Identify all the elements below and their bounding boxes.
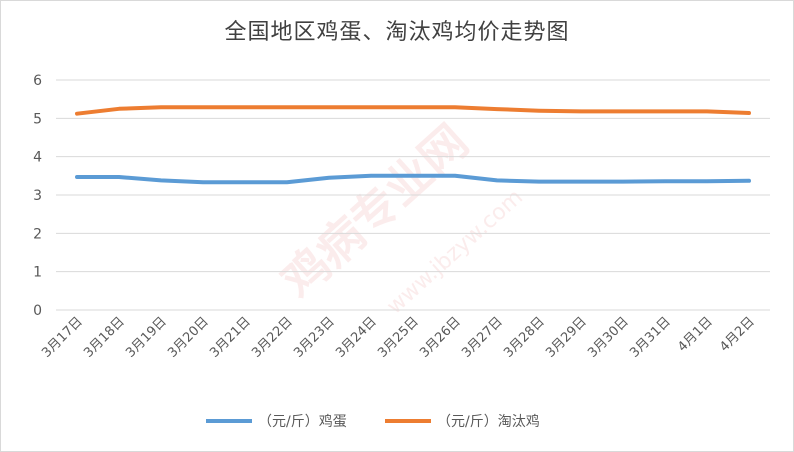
legend-label-2: （元/斤）淘汰鸡 — [437, 413, 540, 430]
data-point — [75, 112, 79, 116]
x-tick-label: 3月19日 — [123, 314, 170, 361]
x-tick-label: 3月27日 — [459, 314, 506, 361]
data-point — [579, 109, 583, 113]
data-point — [159, 105, 163, 109]
data-point — [579, 180, 583, 184]
x-tick-label: 3月22日 — [249, 314, 296, 361]
data-point — [159, 178, 163, 182]
data-point — [327, 176, 331, 180]
x-tick-label: 3月23日 — [291, 314, 338, 361]
data-point — [411, 105, 415, 109]
x-tick-label: 3月18日 — [81, 314, 128, 361]
x-tick-label: 3月25日 — [375, 314, 422, 361]
x-tick-label: 4月1日 — [675, 314, 716, 355]
data-point — [201, 105, 205, 109]
x-tick-label: 3月20日 — [165, 314, 212, 361]
series-lines — [75, 105, 751, 185]
data-point — [369, 174, 373, 178]
data-point — [705, 109, 709, 113]
data-point — [285, 105, 289, 109]
x-tick-label: 3月17日 — [39, 314, 86, 361]
data-point — [327, 105, 331, 109]
data-point — [243, 180, 247, 184]
x-axis: 3月17日3月18日3月19日3月20日3月21日3月22日3月23日3月24日… — [39, 314, 758, 361]
data-point — [243, 105, 247, 109]
data-point — [75, 175, 79, 179]
y-tick-label: 6 — [33, 73, 42, 89]
data-point — [621, 109, 625, 113]
watermark-text: 鸡病专业网 — [271, 114, 478, 308]
data-point — [663, 109, 667, 113]
data-point — [537, 109, 541, 113]
data-point — [621, 180, 625, 184]
y-tick-label: 1 — [33, 265, 42, 281]
gridlines — [56, 79, 770, 311]
data-point — [411, 174, 415, 178]
x-tick-label: 3月24日 — [333, 314, 380, 361]
x-tick-label: 3月21日 — [207, 314, 254, 361]
x-tick-label: 3月31日 — [627, 314, 674, 361]
data-point — [537, 180, 541, 184]
y-tick-label: 2 — [33, 226, 42, 242]
y-tick-label: 4 — [33, 150, 42, 166]
legend: （元/斤）鸡蛋 （元/斤）淘汰鸡 — [206, 413, 540, 430]
data-point — [747, 179, 751, 183]
x-tick-label: 3月30日 — [585, 314, 632, 361]
y-tick-label: 5 — [33, 111, 42, 127]
chart-title: 全国地区鸡蛋、淘汰鸡均价走势图 — [224, 20, 570, 45]
data-point — [453, 174, 457, 178]
data-point — [705, 179, 709, 183]
data-point — [747, 111, 751, 115]
data-point — [117, 107, 121, 111]
x-tick-label: 3月26日 — [417, 314, 464, 361]
data-point — [117, 175, 121, 179]
data-point — [495, 107, 499, 111]
data-point — [285, 180, 289, 184]
x-tick-label: 4月2日 — [717, 314, 758, 355]
data-point — [663, 179, 667, 183]
data-point — [495, 178, 499, 182]
data-point — [201, 180, 205, 184]
data-point — [453, 105, 457, 109]
x-tick-label: 3月28日 — [501, 314, 548, 361]
y-axis: 0 1 2 3 4 5 6 — [33, 73, 42, 319]
y-tick-label: 3 — [33, 188, 42, 204]
x-tick-label: 3月29日 — [543, 314, 590, 361]
y-tick-label: 0 — [33, 303, 42, 319]
legend-label-1: （元/斤）鸡蛋 — [258, 413, 347, 430]
data-point — [369, 105, 373, 109]
